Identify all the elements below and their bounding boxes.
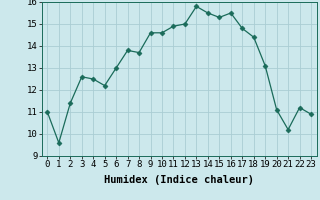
X-axis label: Humidex (Indice chaleur): Humidex (Indice chaleur) — [104, 175, 254, 185]
